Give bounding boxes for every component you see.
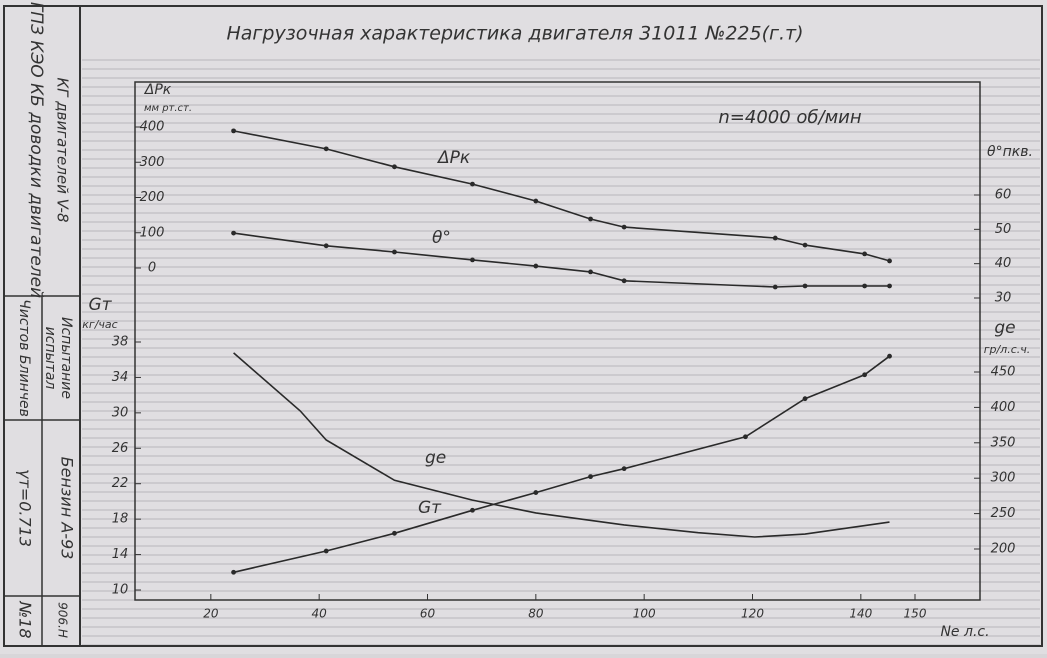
stamp-dept: КГ двигателей V-8 <box>54 77 72 222</box>
x-tick-label: 120 <box>741 607 764 621</box>
data-point <box>621 224 627 230</box>
y4-tick-label: 350 <box>991 435 1016 450</box>
data-point <box>802 242 808 248</box>
data-point <box>621 278 627 284</box>
y2-tick-label: 60 <box>995 188 1012 203</box>
data-point <box>392 249 397 255</box>
y2-tick-label: 40 <box>995 256 1012 271</box>
chart-title: Нагрузочная характеристика двигателя 310… <box>226 23 803 45</box>
data-point <box>470 181 475 187</box>
y4-tick-label: 200 <box>991 542 1016 557</box>
x-axis-label: Ne л.с. <box>940 624 989 640</box>
y3-tick-label: 30 <box>112 405 129 420</box>
y3-tick-label: 22 <box>112 476 129 491</box>
stamp-density: γт=0.713 <box>16 469 35 547</box>
stamp-fuel: Бензин А-93 <box>58 457 77 560</box>
stamp-org: ГПЗ КЭО КБ доводки двигателей <box>26 2 46 298</box>
data-point <box>231 569 236 575</box>
data-point <box>588 269 593 275</box>
y2-tick-label: 30 <box>995 291 1012 306</box>
stamp-tested: испытал <box>42 327 58 390</box>
x-tick-label: 20 <box>203 607 219 621</box>
y2-tick-label: 50 <box>995 222 1012 237</box>
series-label: θ° <box>432 228 451 248</box>
y3-tick-label: 18 <box>112 512 129 527</box>
series-label: Gт <box>418 498 442 518</box>
data-point <box>772 235 778 241</box>
data-point <box>743 434 748 440</box>
y3-tick-label: 10 <box>112 583 129 598</box>
y3-tick-label: 34 <box>112 370 129 385</box>
plot-frame <box>134 81 981 601</box>
data-point <box>588 216 593 222</box>
y4-tick-label: 450 <box>991 365 1016 380</box>
data-point <box>887 283 892 289</box>
data-point <box>802 396 808 402</box>
y4-tick-label: 250 <box>991 506 1016 521</box>
stamp-number: №18 <box>16 601 35 639</box>
series-label: ΔPк <box>436 148 471 168</box>
y1-tick-label: 0 <box>148 261 156 276</box>
x-tick-label: 100 <box>633 607 656 621</box>
data-point <box>533 263 539 269</box>
y3-axis-unit: кг/час <box>82 318 117 331</box>
y3-tick-label: 26 <box>112 441 129 456</box>
y1-tick-label: 400 <box>140 120 165 135</box>
stamp-test: Испытание <box>58 317 74 399</box>
x-tick-label: 80 <box>528 607 544 621</box>
border <box>3 5 1043 647</box>
data-point <box>588 474 593 480</box>
y1-axis-unit: мм рт.ст. <box>144 103 192 114</box>
data-point <box>323 146 329 152</box>
annotation: n=4000 об/мин <box>718 107 861 128</box>
data-point <box>392 164 397 170</box>
y1-axis-label: ΔPк <box>144 82 172 98</box>
stamp-code: 906.Н <box>56 602 70 638</box>
y3-axis-label: Gт <box>88 295 112 315</box>
y4-tick-label: 300 <box>991 471 1016 486</box>
y3-tick-label: 38 <box>112 335 129 350</box>
x-tick-label: 150 <box>904 607 927 621</box>
data-point <box>621 466 627 472</box>
y1-tick-label: 100 <box>140 225 165 240</box>
y4-axis-unit: гр/л.с.ч. <box>984 343 1031 356</box>
data-point <box>231 128 236 134</box>
data-point <box>470 257 475 263</box>
y3-tick-label: 14 <box>112 547 129 562</box>
data-point <box>862 372 868 378</box>
data-point <box>392 530 397 536</box>
y4-tick-label: 400 <box>991 400 1016 415</box>
y2-axis-label: θ°пкв. <box>987 144 1033 160</box>
y1-tick-label: 300 <box>140 155 165 170</box>
y4-axis-label: ge <box>994 318 1015 338</box>
y1-tick-label: 200 <box>140 190 165 205</box>
data-point <box>533 198 539 204</box>
series-line <box>233 352 890 538</box>
stamp-names: Чистов Блинчев <box>16 299 32 417</box>
x-tick-label: 140 <box>849 607 872 621</box>
data-point <box>323 243 329 249</box>
data-point <box>887 353 892 359</box>
data-point <box>231 230 236 236</box>
data-point <box>772 284 778 290</box>
data-point <box>323 548 329 554</box>
x-tick-label: 40 <box>312 607 328 621</box>
series-label: ge <box>425 448 446 468</box>
data-point <box>862 251 868 257</box>
data-point <box>862 283 868 289</box>
data-point <box>887 258 892 264</box>
data-point <box>533 490 539 495</box>
data-point <box>470 507 475 513</box>
x-tick-label: 60 <box>420 607 436 621</box>
data-point <box>802 283 808 289</box>
